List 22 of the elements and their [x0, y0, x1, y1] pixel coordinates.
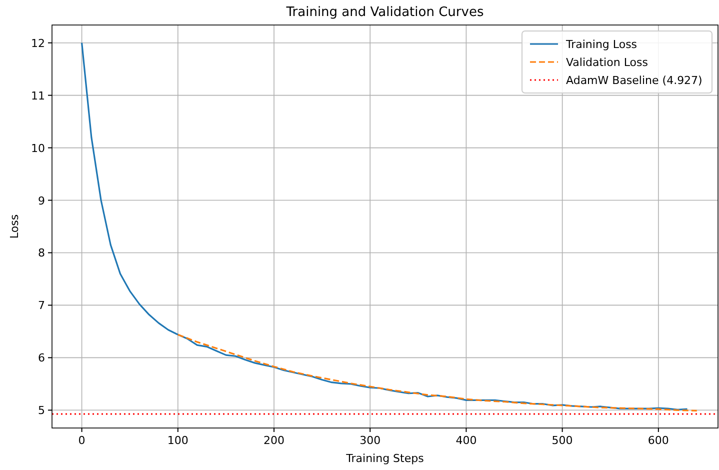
chart-title: Training and Validation Curves	[285, 5, 484, 20]
y-tick-label: 10	[31, 142, 45, 155]
x-tick-label: 600	[648, 434, 669, 447]
x-tick-label: 100	[167, 434, 188, 447]
x-tick-label: 0	[78, 434, 86, 447]
legend-label: AdamW Baseline (4.927)	[566, 74, 702, 87]
x-tick-label: 400	[456, 434, 477, 447]
x-axis-title: Training Steps	[345, 452, 424, 465]
x-tick-label: 300	[360, 434, 381, 447]
y-axis-title: Loss	[8, 214, 21, 239]
y-tick-label: 7	[38, 299, 45, 312]
legend-label: Training Loss	[565, 38, 638, 51]
x-tick-label: 500	[552, 434, 573, 447]
line-series	[177, 334, 698, 412]
y-tick-label: 12	[31, 36, 45, 50]
y-tick-label: 8	[38, 246, 45, 260]
y-tick-label: 6	[38, 352, 45, 365]
x-tick-label: 200	[264, 434, 284, 447]
y-tick-label: 5	[38, 404, 45, 418]
y-tick-label: 9	[38, 194, 45, 208]
legend-label: Validation Loss	[566, 56, 648, 69]
y-tick-label: 11	[31, 89, 45, 102]
